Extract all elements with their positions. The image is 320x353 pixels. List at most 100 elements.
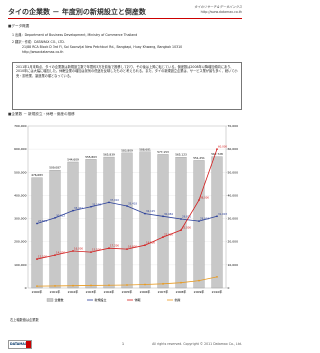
bar-label: 565,839 — [103, 153, 115, 157]
line-point — [144, 244, 146, 247]
bar-label: 551,251 — [193, 156, 205, 160]
line-point — [36, 258, 38, 260]
line-point — [216, 215, 218, 218]
line-point — [198, 279, 200, 282]
bar-label: 565,123 — [175, 153, 187, 157]
y2-tick-label: 50,000 — [228, 170, 239, 174]
line-point — [72, 250, 74, 252]
line-point — [180, 218, 182, 220]
bar-label: 555,803 — [85, 155, 97, 159]
x-tick-label: 2004年 — [104, 289, 115, 294]
legend-label: 新規設立 — [95, 297, 107, 302]
x-tick-label: 2008年 — [176, 289, 187, 294]
point-label: 32,125 — [146, 209, 155, 213]
line-point — [216, 148, 218, 151]
copyright: All rights reserved. Copyright © 2011 Da… — [152, 342, 242, 346]
point-label: 60,000 — [218, 145, 227, 149]
line-point — [36, 222, 38, 225]
point-label: 14,200 — [56, 251, 65, 255]
y-tick-label: 400,000 — [14, 193, 26, 197]
point-label: 25,000 — [182, 226, 191, 230]
line-point — [90, 205, 92, 208]
line-point — [162, 215, 164, 218]
line-point — [72, 284, 74, 287]
point-label: 38,000 — [200, 196, 209, 200]
line-point — [108, 201, 110, 204]
point-label: 37,010 — [110, 198, 119, 202]
point-label: 12,500 — [38, 255, 47, 259]
bar-label: 588,681 — [139, 147, 151, 151]
line-point — [198, 220, 200, 222]
y2-tick-label: 40,000 — [228, 193, 239, 197]
bar — [139, 151, 151, 289]
bar — [211, 156, 223, 289]
line-point — [126, 205, 128, 207]
source-line: http://www.datamax.co.th — [22, 50, 64, 54]
logo: DATAMAX — [8, 340, 32, 349]
x-tick-label: 2007年 — [158, 289, 169, 294]
line-point — [216, 275, 218, 278]
point-label: 15,500 — [92, 248, 101, 252]
y2-tick-label: 60,000 — [228, 147, 239, 151]
y-tick-label: 700,000 — [14, 124, 26, 128]
line-point — [144, 212, 146, 215]
line-point — [126, 284, 128, 286]
doc-title: タイの企業数 － 年度別の新規設立と倒産数 — [8, 8, 146, 16]
line-point — [54, 254, 56, 257]
y2-tick-label: 30,000 — [228, 217, 239, 221]
x-tick-label: 2002年 — [68, 289, 79, 294]
legend-swatch — [46, 298, 54, 302]
y-tick-label: 500,000 — [14, 170, 26, 174]
line-point — [54, 216, 56, 219]
line-point — [54, 285, 56, 287]
x-tick-label: 2000年 — [32, 289, 43, 294]
line-point — [162, 236, 164, 238]
bar — [67, 161, 79, 289]
line-point — [90, 251, 92, 254]
line-point — [162, 282, 164, 285]
point-label: 22,000 — [164, 233, 173, 237]
bar — [49, 170, 61, 289]
line-point — [108, 247, 110, 250]
bar-label: 583,809 — [121, 148, 133, 152]
line-point — [144, 283, 146, 286]
point-label: 16,800 — [128, 245, 137, 249]
y2-tick-label: 0 — [228, 286, 230, 290]
bar-label: 476,683 — [31, 173, 43, 177]
point-label: 30,984 — [164, 212, 173, 216]
chart-heading: ■企業数 － 新規設立・休眠・倒産の推移 — [8, 112, 75, 116]
line-point — [180, 281, 182, 284]
y2-tick-label: 10,000 — [228, 263, 239, 267]
bar-label: 544,609 — [67, 157, 79, 161]
x-tick-label: 2001年 — [50, 289, 61, 294]
bar — [31, 177, 43, 289]
logo-mark — [26, 341, 31, 348]
line-point — [180, 229, 182, 232]
point-label: 18,500 — [146, 241, 155, 245]
logo-text: DATAMAX — [10, 342, 28, 346]
point-label: 35,418 — [128, 202, 137, 206]
point-label: 27,871 — [38, 219, 47, 223]
source-line: 1 出典：Department of Business Development,… — [12, 33, 138, 37]
point-label: 33,421 — [74, 206, 83, 210]
bar — [121, 152, 133, 289]
point-label: 35,102 — [92, 202, 101, 206]
x-tick-label: 2006年 — [140, 289, 151, 294]
bar — [85, 159, 97, 289]
page-number: 1 — [122, 342, 125, 346]
point-label: 30,312 — [56, 213, 65, 217]
bar — [175, 157, 187, 289]
source-line: 2 翻訳・作成：DATAMAX CO., LTD. — [12, 40, 65, 44]
line-point — [90, 284, 92, 287]
point-label: 31,003 — [218, 212, 227, 216]
x-tick-label: 2003年 — [86, 289, 97, 294]
line-point — [198, 199, 200, 201]
header-rule — [8, 18, 242, 19]
bar — [193, 160, 205, 289]
point-label: 28,912 — [200, 217, 209, 221]
section-title: ■データ概要 — [8, 24, 30, 28]
y2-tick-label: 70,000 — [228, 124, 239, 128]
brand: タイのリサーチ＆データバンクス — [194, 5, 242, 9]
bar-label: 509,087 — [49, 166, 61, 170]
legend-label: 企業数 — [55, 297, 64, 302]
